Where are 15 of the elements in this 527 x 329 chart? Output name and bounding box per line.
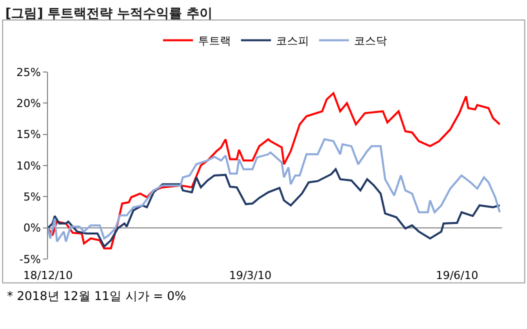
x-tick-label: 19/6/10 [436, 269, 478, 282]
y-tick-label: 10% [16, 159, 41, 172]
x-tick-label: 18/12/10 [23, 269, 73, 282]
x-tick-label: 19/3/10 [229, 269, 272, 282]
legend-label: 코스닥 [354, 34, 387, 48]
y-tick-label: 5% [23, 190, 41, 204]
y-tick-label: 15% [16, 128, 41, 142]
legend-label: 코스피 [276, 34, 309, 48]
text: * 2018년 12월 11일 시가 = 0% [7, 289, 186, 303]
legend-label: 투트랙 [198, 34, 231, 48]
y-tick-label: 0% [23, 222, 41, 235]
y-tick-label: 25% [16, 66, 41, 79]
y-tick-label: 20% [16, 97, 41, 110]
y-tick-label: -5% [19, 252, 41, 266]
chart-title: [그림] 투트랙전략 누적수익률 추이 [5, 6, 213, 22]
